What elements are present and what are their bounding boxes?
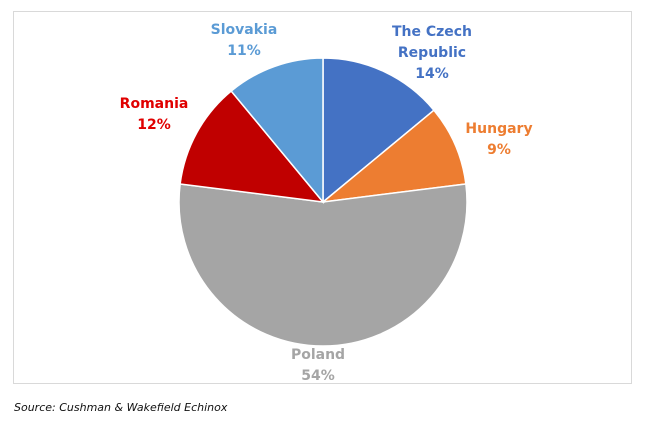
slice-value-label: 54% bbox=[301, 368, 335, 384]
pie-slice-the-czech-republic bbox=[322, 57, 436, 204]
pie-chart: The Czech Republic 14% Hungary 9% Poland 54% Ro… bbox=[120, 22, 533, 384]
pie-slice-poland bbox=[178, 183, 468, 347]
pie-slice-romania bbox=[179, 89, 325, 203]
slice-value-label: 12% bbox=[137, 117, 171, 133]
data-label-the-czech-republic: The Czech Republic 14% bbox=[392, 24, 472, 82]
data-label-hungary: Hungary 9% bbox=[465, 121, 532, 158]
pie-slice-slovakia bbox=[230, 57, 324, 205]
slice-value-label: 11% bbox=[227, 43, 261, 59]
slice-name-label: Republic bbox=[398, 45, 466, 61]
slice-value-label: 9% bbox=[487, 142, 511, 158]
source-note: Source: Cushman & Wakefield Echinox bbox=[14, 401, 228, 414]
slice-name-label: Slovakia bbox=[211, 22, 278, 38]
data-label-poland: Poland 54% bbox=[291, 347, 345, 384]
pie-slice-hungary bbox=[320, 109, 467, 204]
slice-name-label: Hungary bbox=[465, 121, 532, 137]
data-label-romania: Romania 12% bbox=[120, 96, 189, 133]
chart-frame: The Czech Republic 14% Hungary 9% Poland 54% Ro… bbox=[13, 11, 632, 384]
slice-name-label: Poland bbox=[291, 347, 345, 363]
slice-name-label: The Czech bbox=[392, 24, 472, 40]
slice-name-label: Romania bbox=[120, 96, 189, 112]
slice-value-label: 14% bbox=[415, 66, 449, 82]
data-label-slovakia: Slovakia 11% bbox=[211, 22, 278, 59]
